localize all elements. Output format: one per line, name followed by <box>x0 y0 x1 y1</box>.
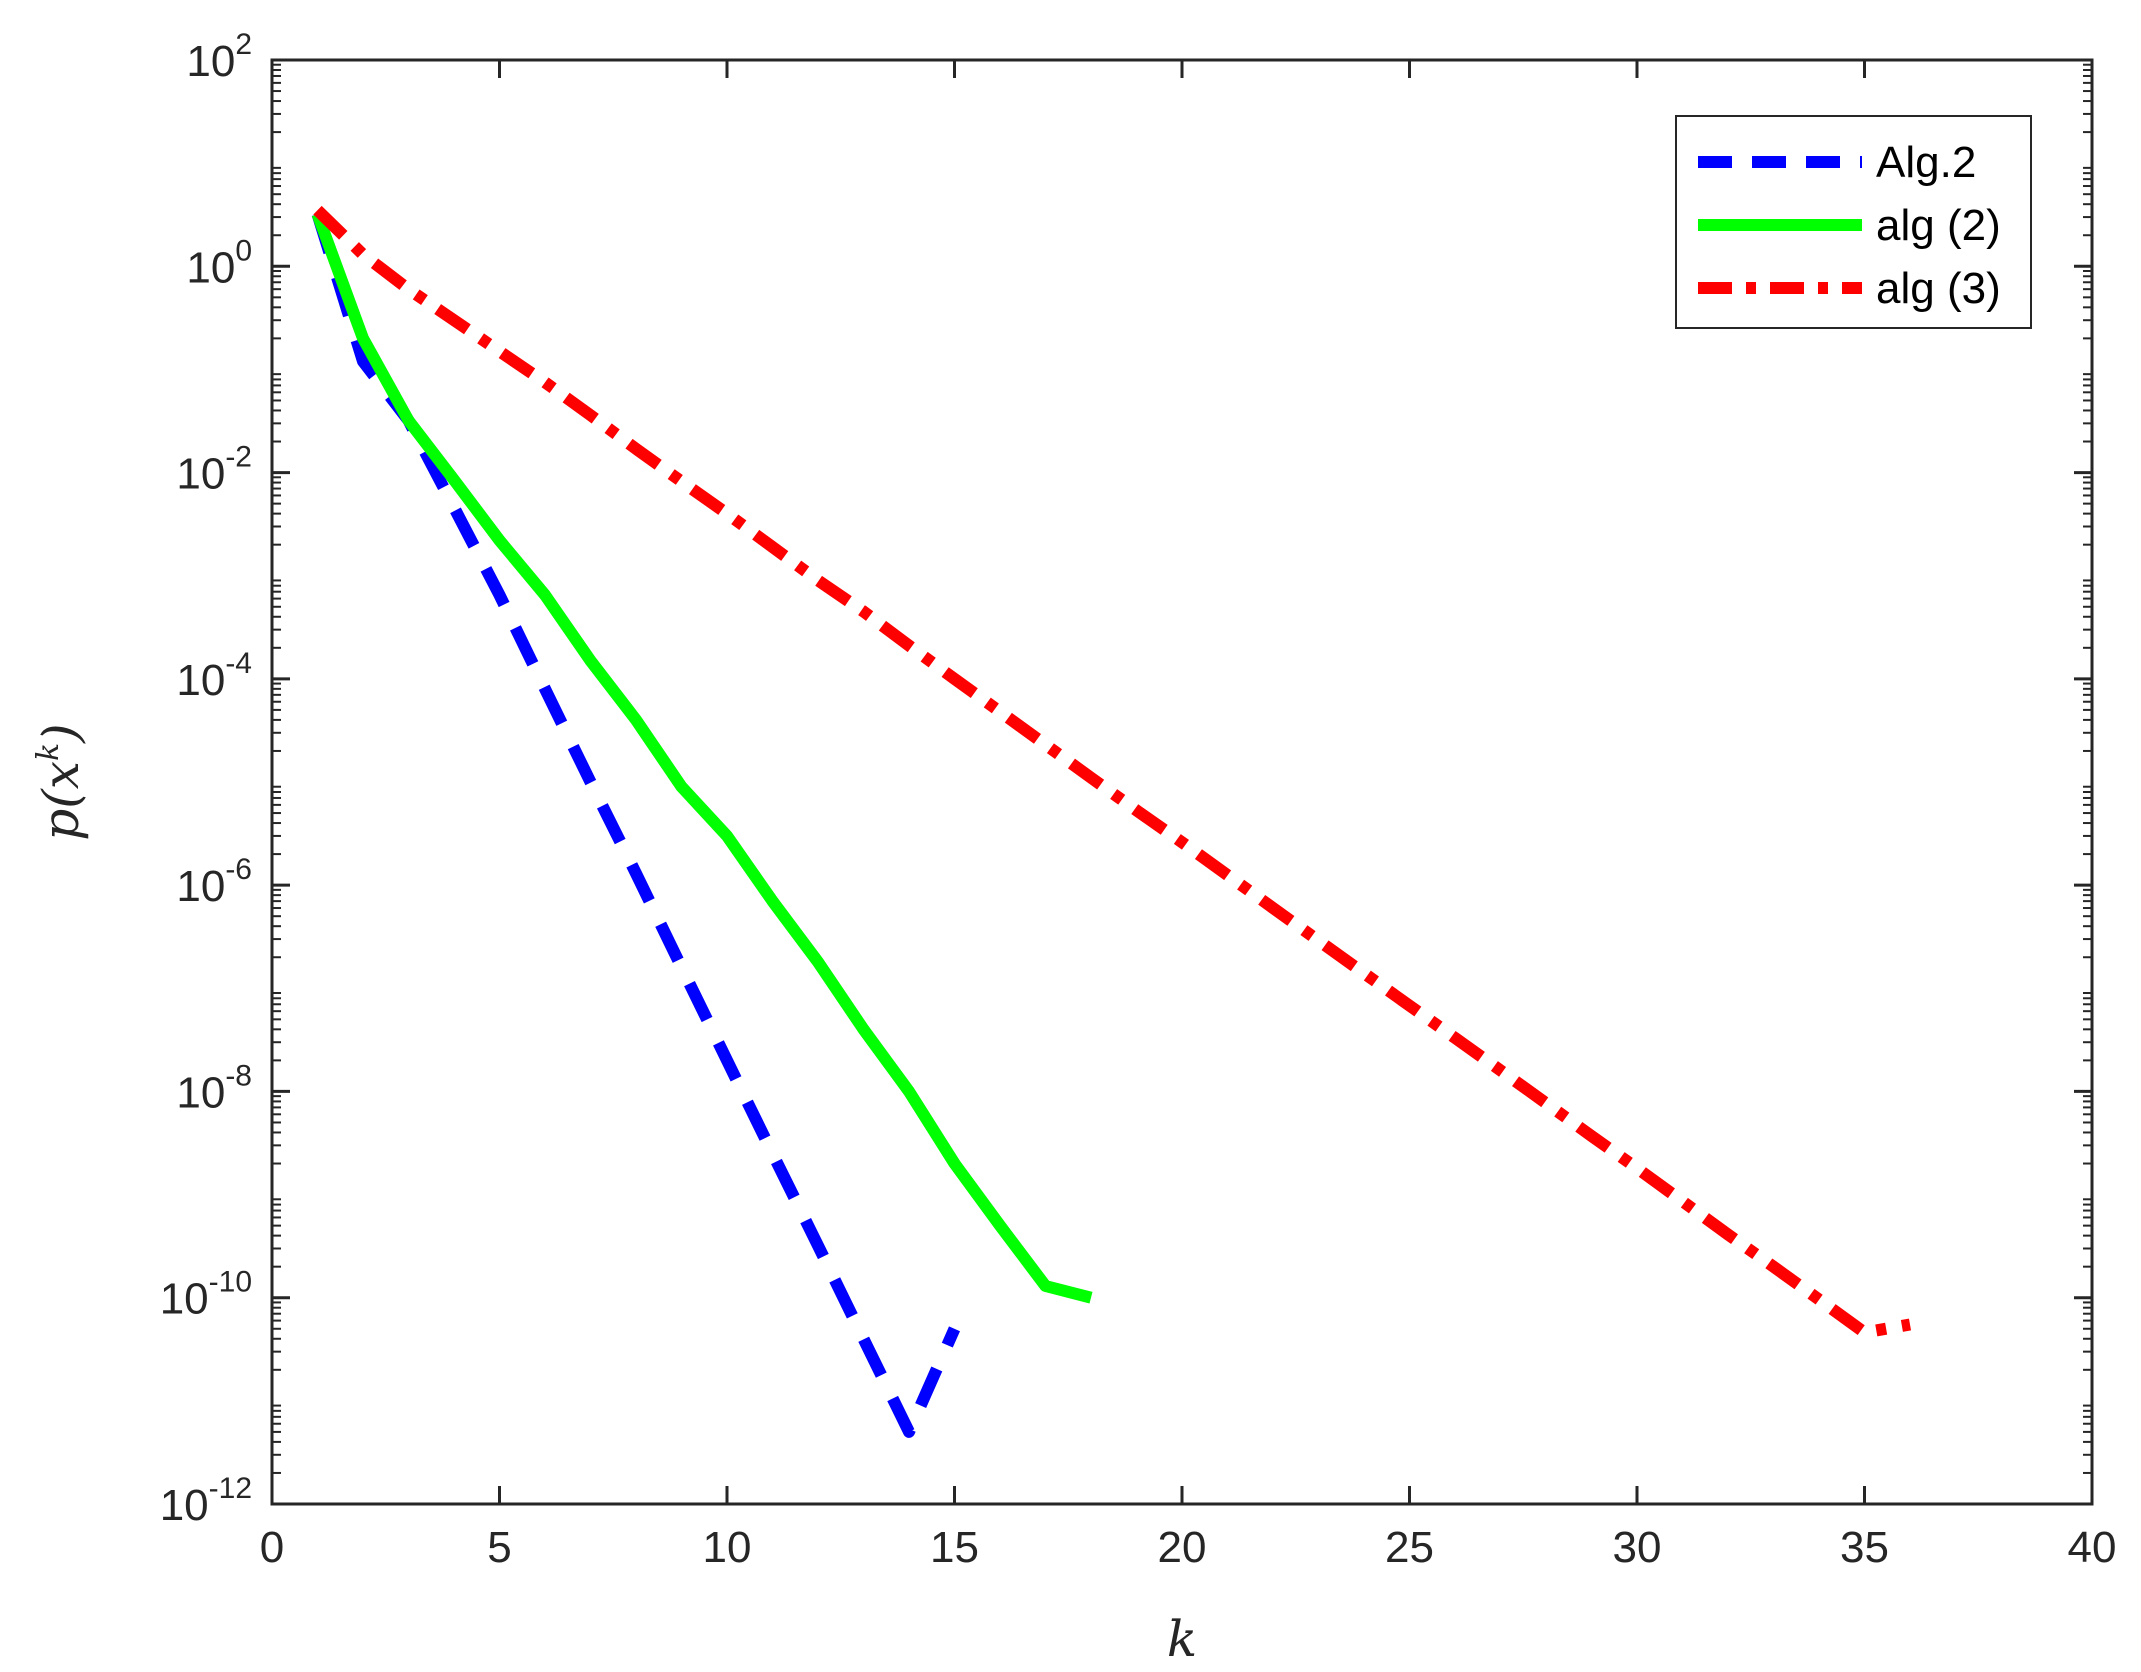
y-axis-label-base: p(x <box>32 761 90 841</box>
y-tick-label: 10-8 <box>176 1059 252 1117</box>
y-tick-label: 10-4 <box>176 647 252 705</box>
y-tick-label: 10-6 <box>176 853 252 911</box>
legend-label-alg-3: alg (3) <box>1876 264 2001 313</box>
x-tick-label: 20 <box>1158 1523 1207 1572</box>
x-tick-label: 10 <box>703 1523 752 1572</box>
y-axis-label-sup: k <box>31 743 66 761</box>
y-axis-label-close: ) <box>32 723 90 744</box>
x-tick-labels: 0 5 10 15 20 25 30 35 40 <box>260 1523 2117 1572</box>
x-tick-label: 15 <box>930 1523 979 1572</box>
y-tick-label: 10-2 <box>176 441 252 499</box>
plot-frame <box>270 58 2094 1506</box>
legend-label-alg-2: alg (2) <box>1876 201 2001 250</box>
x-axis-label: k <box>1167 1610 1197 1668</box>
y-tick-label: 10-10 <box>160 1266 252 1324</box>
y-tick-label: 100 <box>186 234 252 292</box>
legend: Alg.2 alg (2) alg (3) <box>1675 115 2032 329</box>
series-layer <box>311 205 1912 1438</box>
x-tick-label: 5 <box>487 1523 511 1572</box>
y-tick-labels: 10-12 10-10 10-8 10-6 10-4 10-2 100 102 <box>160 28 252 1530</box>
x-tick-label: 0 <box>260 1523 284 1572</box>
legend-label-alg2: Alg.2 <box>1876 138 1976 187</box>
y-tick-label: 10-12 <box>160 1472 252 1530</box>
x-tick-label: 30 <box>1613 1523 1662 1572</box>
x-tick-label: 35 <box>1840 1523 1889 1572</box>
y-tick-label: 102 <box>186 28 252 86</box>
series-line-2 <box>313 205 1912 1339</box>
x-tick-label: 40 <box>2068 1523 2117 1572</box>
series-line-0 <box>311 212 960 1438</box>
x-tick-label: 25 <box>1385 1523 1434 1572</box>
series-line-1 <box>311 212 1093 1304</box>
y-axis-label: p(xk) <box>31 723 90 840</box>
